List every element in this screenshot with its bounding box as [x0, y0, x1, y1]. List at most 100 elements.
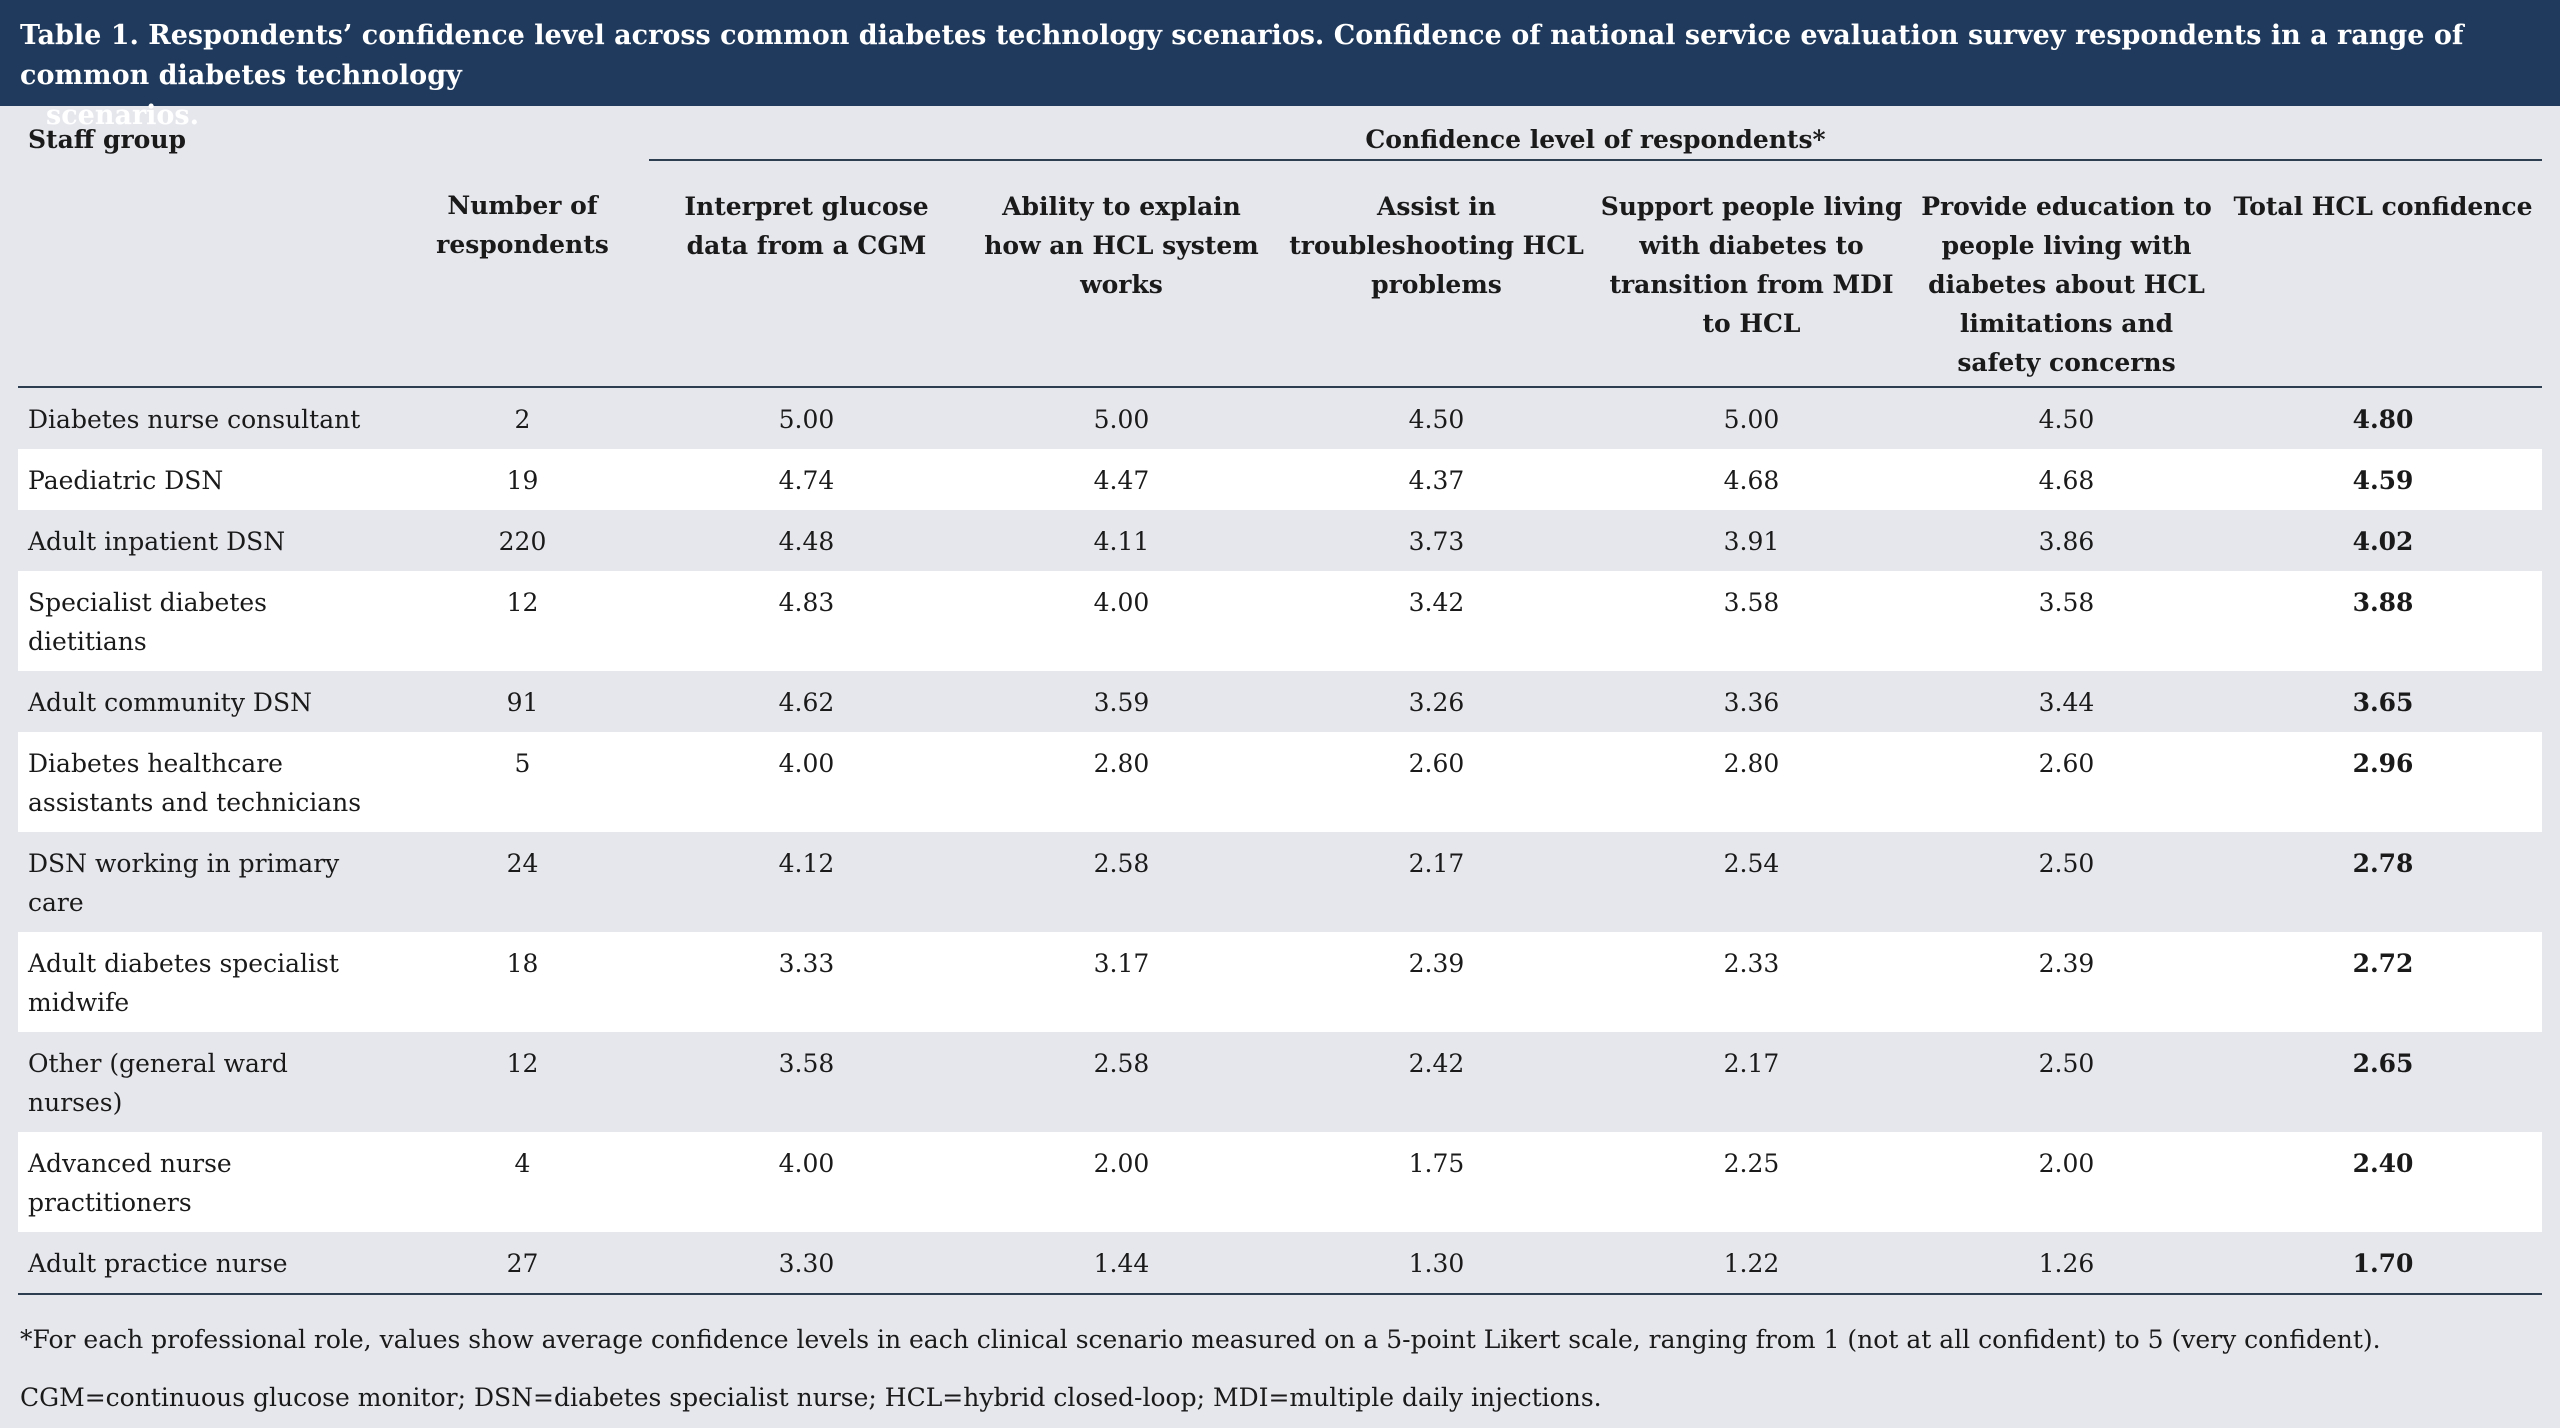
cell-troubleshoot: 4.37 — [1279, 449, 1594, 510]
table-body: Diabetes nurse consultant 2 5.00 5.00 4.50 5.… — [18, 387, 2543, 1295]
cell-cgm: 3.30 — [649, 1232, 964, 1295]
cell-explain: 3.17 — [964, 932, 1279, 1032]
cell-cgm: 3.33 — [649, 932, 964, 1032]
cell-cgm: 4.48 — [778, 527, 835, 556]
cell-explain: 2.00 — [964, 1132, 1279, 1232]
cell-cgm: 3.58 — [778, 1049, 835, 1078]
table-row: Adult community DSN 91 4.62 3.59 3.26 3.36 3.4… — [18, 671, 2542, 732]
cell-staff-group: Adult diabetes specialist midwife — [18, 932, 396, 1032]
table-caption: Table 1. Respondents’ confidence level a… — [0, 0, 2560, 131]
cell-respondents: 27 — [396, 1232, 649, 1295]
cell-transition: 2.80 — [1594, 732, 1909, 832]
cell-cgm: 4.00 — [649, 1132, 964, 1232]
cell-respondents: 5 — [396, 732, 649, 832]
cell-respondents: 12 — [396, 571, 649, 671]
cell-respondents: 12 — [506, 1049, 539, 1078]
cell-explain: 2.58 — [1093, 1049, 1150, 1078]
cell-staff-group: Other (general ward nurses) — [28, 1049, 288, 1117]
cell-education: 1.26 — [1909, 1232, 2224, 1295]
header-interpret-glucose: Interpret glucose data from a CGM — [649, 160, 964, 388]
cell-staff-group: Advanced nurse practitioners — [18, 1132, 396, 1232]
cell-education: 2.39 — [1909, 932, 2224, 1032]
cell-transition: 1.22 — [1594, 1232, 1909, 1295]
header-row-1: Staff group Confidence level of responde… — [18, 106, 2543, 161]
header-spacer-2 — [18, 160, 396, 388]
cell-staff-group: Adult community DSN — [28, 688, 312, 717]
cell-total: 2.96 — [2224, 732, 2543, 832]
cell-staff-group: Adult inpatient DSN — [28, 527, 286, 556]
cell-cgm: 4.00 — [649, 732, 964, 832]
cell-transition: 3.91 — [1723, 527, 1780, 556]
footnote-likert: *For each professional role, values show… — [20, 1325, 2381, 1354]
cell-transition: 3.36 — [1723, 688, 1780, 717]
cell-troubleshoot: 2.42 — [1408, 1049, 1465, 1078]
cell-transition: 2.25 — [1594, 1132, 1909, 1232]
cell-total: 2.40 — [2224, 1132, 2543, 1232]
caption-line-1: Table 1. Respondents’ confidence level a… — [20, 20, 2464, 91]
cell-explain: 2.58 — [1093, 849, 1150, 878]
cell-staff-group: Specialist diabetes dietitians — [18, 571, 396, 671]
table-row: DSN working in primary care 24 4.12 2.58 2.1… — [18, 832, 2542, 932]
cell-explain: 5.00 — [1093, 405, 1150, 434]
cell-troubleshoot: 1.30 — [1279, 1232, 1594, 1295]
cell-troubleshoot: 3.42 — [1279, 571, 1594, 671]
table-row: Specialist diabetes dietitians 12 4.83 4.00… — [18, 571, 2543, 671]
header-explain-hcl: Ability to explain how an HCL system wor… — [964, 160, 1279, 388]
cell-staff-group: Diabetes healthcare assistants and techn… — [18, 732, 396, 832]
cell-troubleshoot: 2.60 — [1279, 732, 1594, 832]
cell-troubleshoot: 3.73 — [1408, 527, 1465, 556]
header-number-of-respondents: Number of respondents — [396, 160, 649, 388]
cell-transition: 5.00 — [1723, 405, 1780, 434]
cell-education: 3.86 — [2038, 527, 2095, 556]
cell-respondents: 220 — [498, 527, 547, 556]
cell-troubleshoot: 4.50 — [1408, 405, 1465, 434]
cell-explain: 1.44 — [964, 1232, 1279, 1295]
caption-line-2: scenarios. — [46, 100, 200, 131]
cell-cgm: 5.00 — [778, 405, 835, 434]
cell-transition: 2.33 — [1594, 932, 1909, 1032]
cell-respondents: 2 — [514, 405, 531, 434]
cell-respondents: 4 — [396, 1132, 649, 1232]
cell-staff-group: Paediatric DSN — [18, 449, 396, 510]
table-row: Diabetes nurse consultant 2 5.00 5.00 4.50 5.… — [18, 387, 2542, 449]
cell-explain: 3.59 — [1093, 688, 1150, 717]
cell-education: 3.44 — [2038, 688, 2095, 717]
cell-troubleshoot: 3.26 — [1408, 688, 1465, 717]
header-row-2: Number of respondents Interpret glucose … — [18, 160, 2543, 388]
cell-education: 2.50 — [2038, 849, 2095, 878]
table-row: Advanced nurse practitioners 4 4.00 2.00 1.7… — [18, 1132, 2543, 1232]
cell-transition: 4.68 — [1594, 449, 1909, 510]
cell-total: 1.70 — [2224, 1232, 2543, 1295]
cell-cgm: 4.12 — [778, 849, 835, 878]
cell-total: 4.59 — [2224, 449, 2543, 510]
cell-education: 4.68 — [1909, 449, 2224, 510]
table-row: Adult practice nurse 27 3.30 1.44 1.30 1.22 1.… — [18, 1232, 2543, 1295]
cell-cgm: 4.62 — [778, 688, 835, 717]
cell-respondents: 18 — [396, 932, 649, 1032]
header-total-hcl: Total HCL confidence — [2224, 160, 2543, 388]
header-support-transition: Support people living with diabetes to t… — [1594, 160, 1909, 388]
cell-education: 2.60 — [1909, 732, 2224, 832]
cell-total: 3.88 — [2224, 571, 2543, 671]
header-staff-group: Staff group — [28, 125, 187, 154]
cell-total: 4.80 — [2352, 405, 2414, 434]
header-troubleshoot-hcl: Assist in troubleshooting HCL problems — [1279, 160, 1594, 388]
cell-troubleshoot: 1.75 — [1279, 1132, 1594, 1232]
cell-total: 3.65 — [2352, 688, 2414, 717]
table-row: Diabetes healthcare assistants and techn… — [18, 732, 2543, 832]
cell-education: 2.00 — [1909, 1132, 2224, 1232]
cell-troubleshoot: 2.39 — [1279, 932, 1594, 1032]
cell-transition: 3.58 — [1594, 571, 1909, 671]
cell-cgm: 4.74 — [649, 449, 964, 510]
cell-respondents: 24 — [506, 849, 539, 878]
cell-staff-group: DSN working in primary care — [28, 849, 340, 917]
cell-total: 4.02 — [2352, 527, 2414, 556]
cell-explain: 4.11 — [1093, 527, 1150, 556]
table-row: Other (general ward nurses) 12 3.58 2.58 2.4… — [18, 1032, 2542, 1132]
cell-total: 2.65 — [2352, 1049, 2414, 1078]
cell-education: 4.50 — [2038, 405, 2095, 434]
cell-explain: 2.80 — [964, 732, 1279, 832]
cell-total: 2.72 — [2224, 932, 2543, 1032]
table-row: Adult inpatient DSN 220 4.48 4.11 3.73 3.91 3.… — [18, 510, 2542, 571]
cell-cgm: 4.83 — [649, 571, 964, 671]
